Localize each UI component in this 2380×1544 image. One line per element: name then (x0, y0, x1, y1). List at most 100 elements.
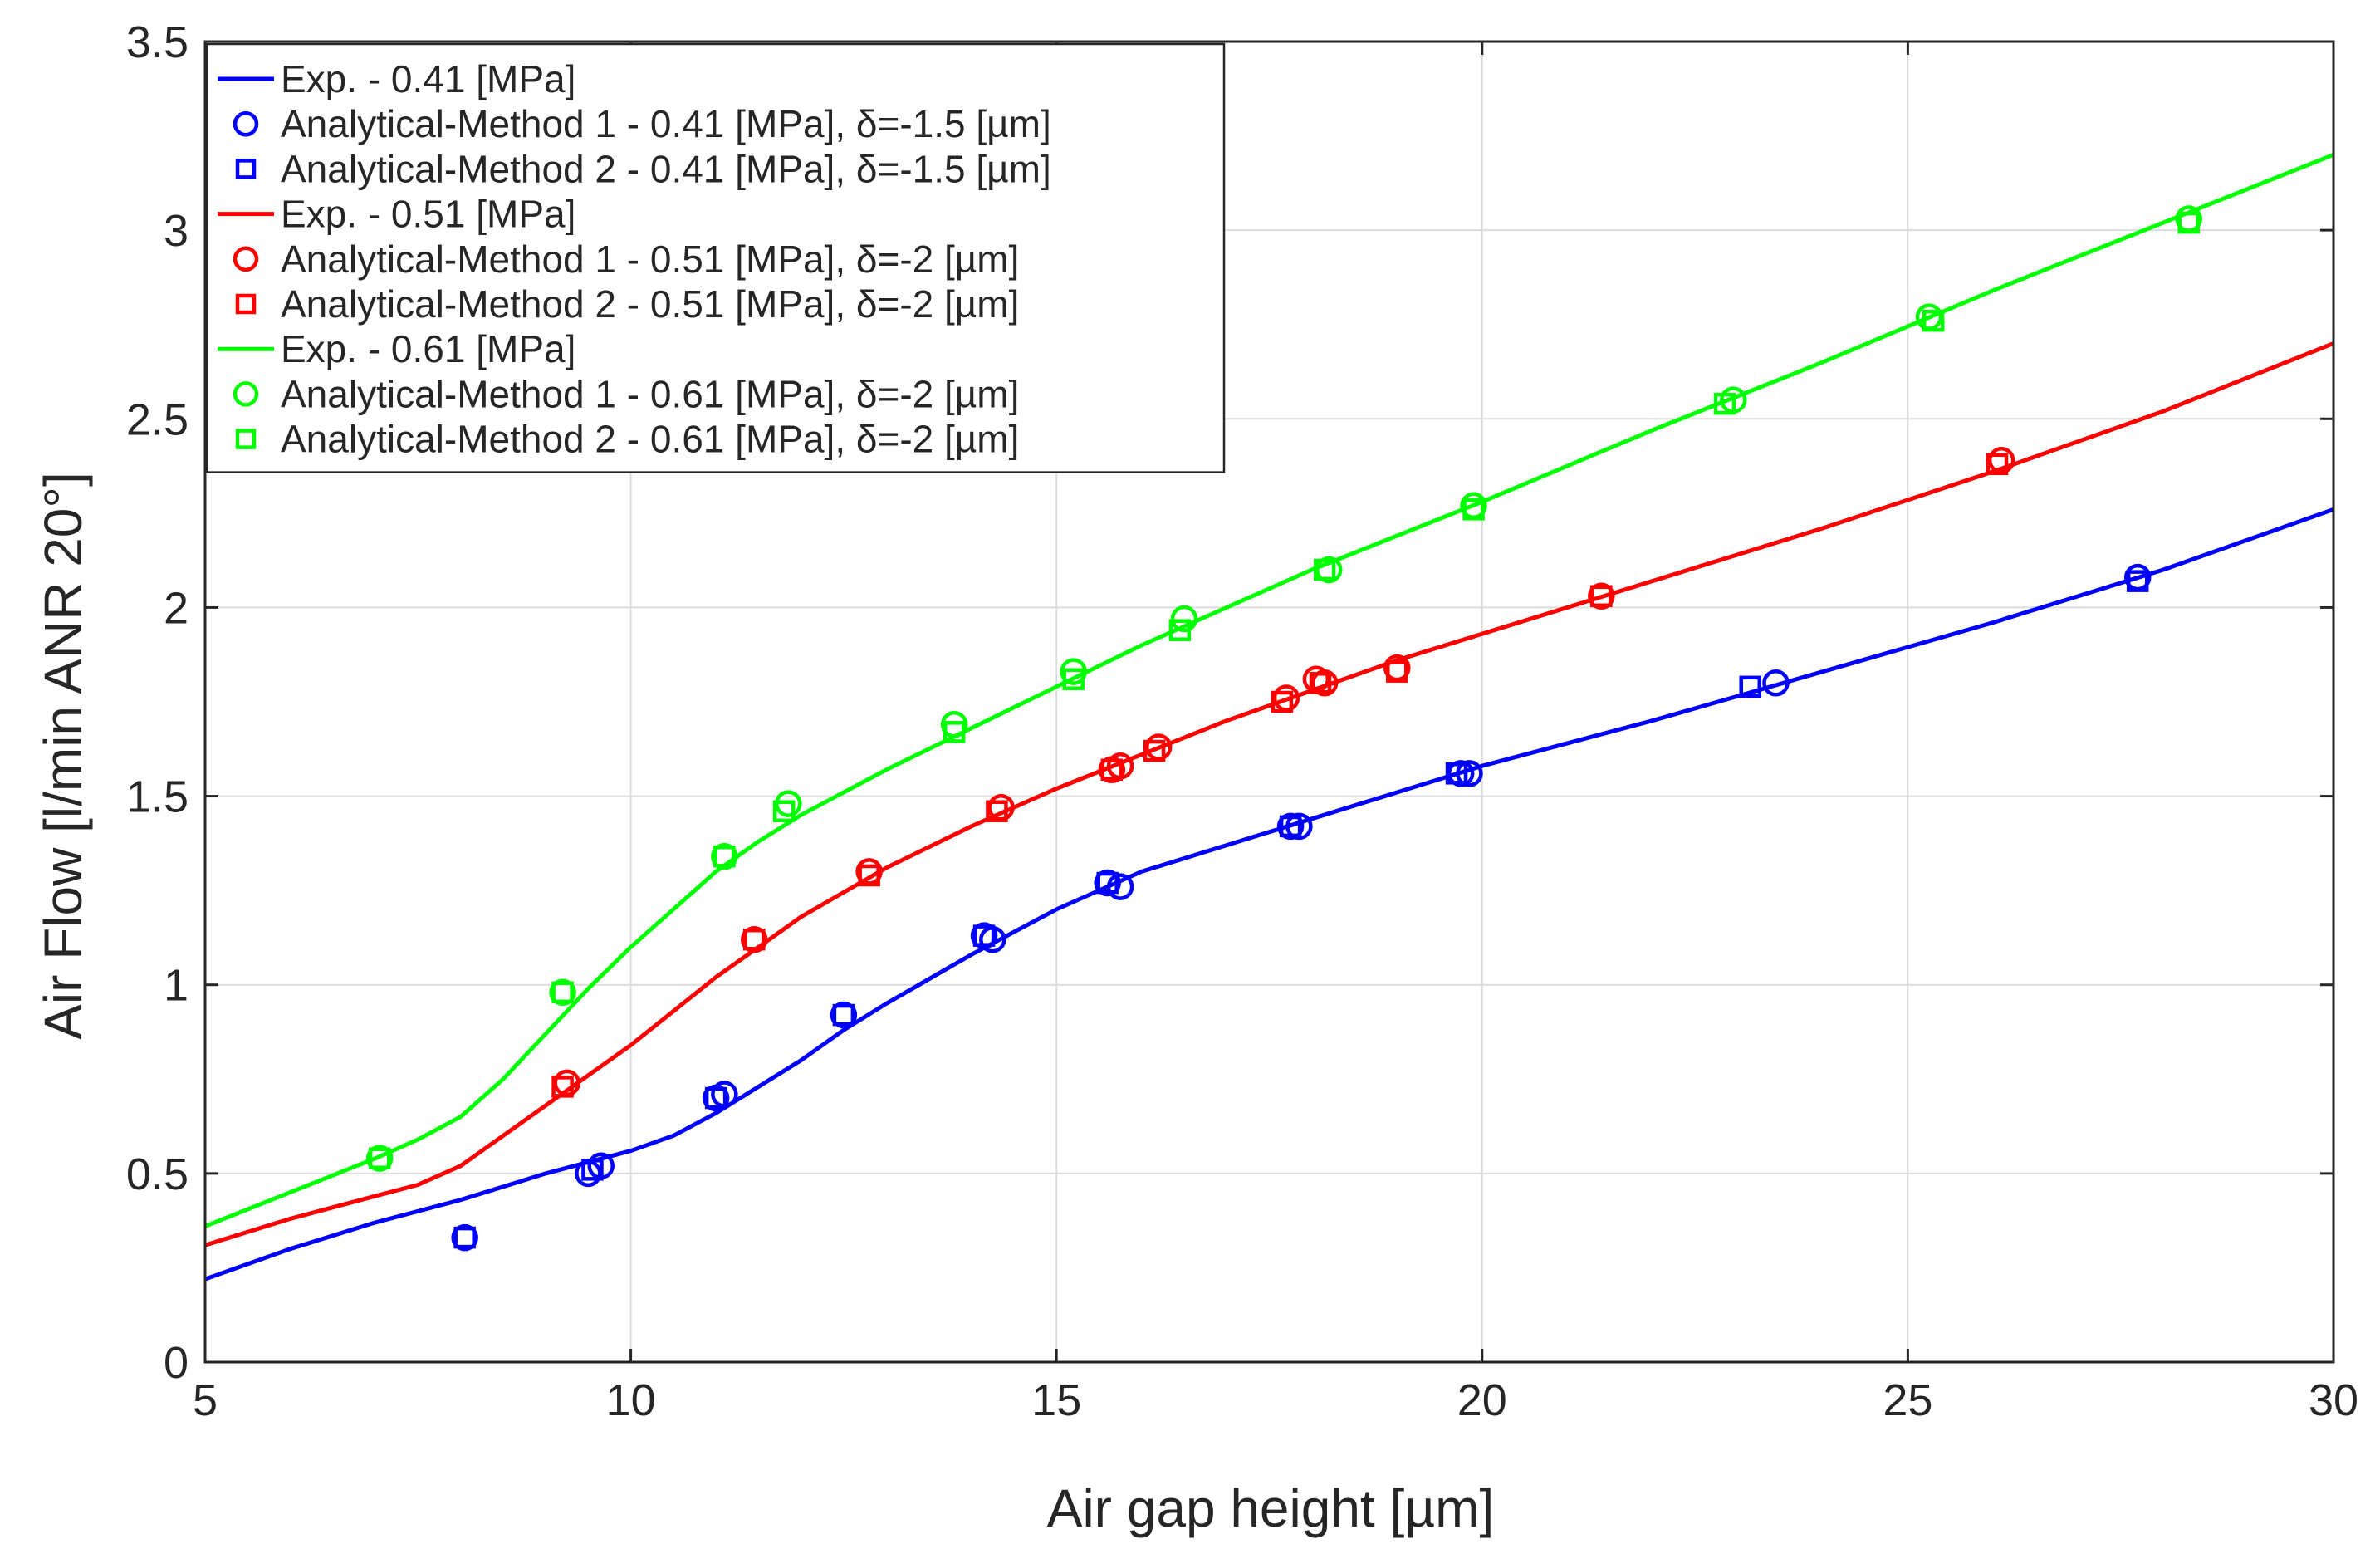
plot-frame (203, 40, 2335, 1364)
circle-marker (1106, 873, 1134, 900)
series-2 (451, 563, 2152, 1252)
square-marker (1462, 498, 1485, 521)
series-line (204, 152, 2334, 1228)
circle-marker (1456, 760, 1483, 787)
square-marker (1739, 675, 1761, 698)
square-marker (743, 928, 766, 951)
square-marker (713, 846, 736, 868)
square-marker (1271, 690, 1294, 713)
legend-entry: Analytical-Method 1 - 0.61 [MPa], δ=-2 [… (233, 372, 1019, 415)
circle-marker (451, 1223, 478, 1252)
legend-label: Exp. - 0.41 [MPa] (281, 57, 575, 100)
legend-entry: Exp. - 0.61 [MPa] (218, 327, 575, 370)
square-marker (1986, 453, 2009, 476)
circle-marker (940, 711, 968, 738)
square-marker (1279, 815, 1302, 838)
x-tick-label: 15 (1031, 1375, 1081, 1425)
circle-marker (1170, 605, 1198, 633)
x-tick-label: 30 (2309, 1375, 2358, 1425)
circle-marker (1285, 812, 1313, 841)
y-tick-label: 2 (164, 583, 189, 633)
legend-entry: Analytical-Method 2 - 0.61 [MPa], δ=-2 [… (235, 418, 1019, 461)
y-tick-label: 3 (164, 206, 189, 256)
y-tick-label: 0 (164, 1338, 189, 1388)
square-marker (772, 800, 796, 822)
circle-marker (1762, 669, 1790, 697)
x-axis-label: Air gap height [µm] (1047, 1478, 1494, 1538)
legend-entry: Analytical-Method 2 - 0.41 [MPa], δ=-1.5… (235, 147, 1051, 190)
legend-circle-swatch (233, 246, 259, 272)
circle-marker (1588, 582, 1615, 610)
square-marker (832, 1003, 855, 1027)
legend-label: Analytical-Method 2 - 0.41 [MPa], δ=-1.5… (281, 147, 1051, 190)
x-tick-label: 5 (193, 1375, 218, 1425)
legend: Exp. - 0.41 [MPa]Analytical-Method 1 - 0… (205, 42, 1226, 473)
legend-label: Analytical-Method 2 - 0.61 [MPa], δ=-2 [… (281, 418, 1019, 461)
series-6 (551, 453, 2009, 1098)
legend-label: Analytical-Method 1 - 0.41 [MPa], δ=-1.5… (281, 102, 1051, 145)
legend-circle-swatch (233, 381, 259, 407)
square-marker (368, 1147, 391, 1169)
y-tick-label: 1.5 (126, 772, 189, 822)
legend-entry: Analytical-Method 1 - 0.51 [MPa], δ=-2 [… (233, 238, 1019, 281)
square-marker (986, 800, 1008, 822)
plot-series (204, 152, 2334, 1282)
square-marker (858, 864, 880, 887)
circle-marker (1060, 658, 1087, 685)
legend-box (205, 42, 1226, 473)
square-marker (551, 981, 574, 1004)
square-marker (1590, 585, 1613, 608)
y-tick-label: 1 (164, 961, 189, 1011)
y-tick-label: 3.5 (126, 17, 189, 67)
square-marker (2177, 211, 2200, 234)
series-1 (204, 507, 2334, 1282)
series-line (204, 507, 2334, 1282)
circle-marker (830, 1001, 858, 1029)
y-tick-label: 2.5 (126, 395, 189, 444)
square-marker (943, 721, 966, 743)
legend-label: Analytical-Method 1 - 0.51 [MPa], δ=-2 [… (281, 238, 1019, 281)
series-line (204, 341, 2334, 1247)
series-3 (453, 570, 2149, 1249)
circle-marker (711, 843, 738, 870)
square-marker (581, 1159, 604, 1181)
series-7 (204, 152, 2334, 1228)
square-marker (1386, 660, 1408, 683)
legend-entry: Analytical-Method 2 - 0.51 [MPa], δ=-2 [… (235, 282, 1019, 326)
square-marker (1313, 558, 1336, 581)
legend-label: Analytical-Method 2 - 0.51 [MPa], δ=-2 [… (281, 282, 1019, 326)
square-marker (453, 1226, 476, 1249)
square-marker (1096, 871, 1119, 895)
series-5 (553, 447, 2015, 1097)
y-axis-label: Air Flow [l/min ANR 20°] (33, 472, 93, 1040)
legend-label: Analytical-Method 1 - 0.61 [MPa], δ=-2 [… (281, 372, 1019, 415)
square-marker (1713, 392, 1736, 415)
legend-label: Exp. - 0.51 [MPa] (281, 193, 575, 236)
legend-square-swatch (235, 293, 257, 315)
legend-square-swatch (235, 159, 257, 179)
y-tick-label: 0.5 (126, 1149, 189, 1199)
series-4 (204, 341, 2334, 1247)
square-marker (704, 1086, 727, 1110)
legend-entry: Exp. - 0.41 [MPa] (218, 57, 575, 100)
square-marker (551, 1076, 574, 1098)
square-marker (972, 924, 996, 947)
legend-square-swatch (235, 429, 257, 449)
x-tick-label: 25 (1883, 1375, 1932, 1425)
x-tick-label: 20 (1457, 1375, 1507, 1425)
square-marker (1100, 758, 1124, 782)
square-marker (1922, 309, 1945, 332)
legend-entry: Exp. - 0.51 [MPa] (218, 193, 575, 236)
circle-marker (741, 925, 768, 953)
x-tick-label: 10 (606, 1375, 656, 1425)
circle-marker (365, 1145, 394, 1172)
legend-label: Exp. - 0.61 [MPa] (281, 327, 575, 370)
legend-circle-swatch (233, 110, 259, 137)
square-marker (1309, 672, 1332, 694)
square-marker (1445, 762, 1468, 785)
square-marker (2126, 570, 2149, 592)
circle-marker (1094, 869, 1121, 897)
square-marker (1143, 739, 1166, 762)
circle-marker (1276, 812, 1305, 841)
